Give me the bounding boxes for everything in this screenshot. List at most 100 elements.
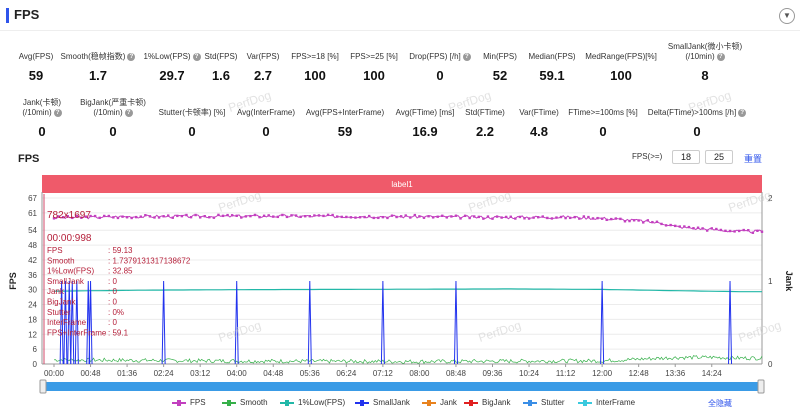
- stat-label: FPS>=25 [%]: [350, 52, 398, 61]
- fps-marker: [582, 215, 586, 218]
- threshold-label: FPS(>=): [632, 152, 663, 161]
- stat-label: Var(FTime): [519, 108, 559, 117]
- label-band: [42, 175, 762, 193]
- y2-tick-label: 2: [768, 194, 773, 203]
- stat-value: 2.7: [253, 68, 273, 83]
- fps-marker: [322, 214, 325, 218]
- stat-stats_row1-11: SmallJank(微小卡顿) (/10min)? 8: [650, 42, 760, 83]
- stat-label: Drop(FPS) [/h]?: [385, 52, 495, 62]
- fps-marker: [413, 213, 417, 217]
- stat-value: 0: [188, 124, 196, 139]
- threshold-input-2[interactable]: 25: [705, 150, 733, 164]
- fps-marker: [605, 218, 608, 222]
- fps-marker: [258, 215, 261, 219]
- fps-marker: [632, 219, 636, 222]
- stat-stats_row1-7: Drop(FPS) [/h]? 0: [385, 52, 495, 83]
- tooltip-key: SmallJank: [47, 277, 85, 286]
- stat-stats_row1-0: Avg(FPS) 59: [0, 52, 91, 83]
- y-tick-label: 12: [28, 330, 37, 339]
- fps-marker: [377, 216, 380, 220]
- legend-item-6[interactable]: Stutter: [523, 398, 565, 407]
- x-tick-label: 08:00: [409, 369, 430, 378]
- legend-swatch: [422, 399, 436, 406]
- legend-item-3[interactable]: SmallJank: [355, 398, 410, 407]
- fps-marker: [148, 215, 152, 218]
- y-tick-label: 0: [33, 360, 38, 369]
- fps-marker: [235, 214, 238, 218]
- help-icon[interactable]: ?: [716, 52, 725, 61]
- legend-item-2[interactable]: 1%Low(FPS): [280, 398, 345, 407]
- help-icon[interactable]: ?: [53, 108, 62, 117]
- watermark-text: PerfDog: [737, 318, 783, 345]
- y-axis-label: FPS: [8, 272, 18, 290]
- fps-marker: [710, 227, 713, 230]
- fps-marker: [253, 213, 257, 217]
- scrollbar-handle-left[interactable]: [39, 379, 47, 394]
- help-icon[interactable]: ?: [738, 108, 747, 117]
- y-tick-label: 61: [28, 209, 37, 218]
- label-band-text: label1: [391, 180, 413, 189]
- help-icon[interactable]: ?: [462, 52, 471, 61]
- stat-label: BigJank(严重卡顿): [80, 98, 146, 107]
- tooltip-value: : 59.1: [108, 328, 129, 337]
- threshold-input-1[interactable]: 18: [672, 150, 700, 164]
- smalljank-spike: [307, 280, 312, 365]
- fps-marker: [198, 216, 202, 219]
- legend-item-0[interactable]: FPS: [172, 398, 206, 407]
- stat-stats_row1-5: FPS>=18 [%] 100: [260, 52, 370, 83]
- x-tick-label: 07:12: [373, 369, 394, 378]
- stat-stats_row2-7: Var(FTime) 4.8: [484, 108, 594, 139]
- fps-marker: [646, 219, 650, 222]
- fps-marker: [386, 216, 389, 220]
- legend-item-4[interactable]: Jank: [422, 398, 457, 407]
- fps-marker: [390, 214, 394, 217]
- help-icon[interactable]: ?: [124, 108, 133, 117]
- fps-marker: [495, 215, 499, 218]
- reset-button[interactable]: 重置: [744, 154, 763, 164]
- fps-marker: [66, 215, 69, 218]
- tooltip-value: : 1.7379131317138672: [108, 256, 191, 265]
- section-title: FPS: [14, 7, 40, 22]
- fps-marker: [756, 229, 759, 232]
- legend-item-7[interactable]: InterFrame: [578, 398, 635, 407]
- stat-label: SmallJank(微小卡顿): [667, 42, 743, 51]
- y-tick-label: 18: [28, 315, 37, 324]
- tooltip-value: : 0: [108, 287, 117, 296]
- stat-value: 0: [693, 124, 701, 139]
- fps-marker: [130, 216, 133, 220]
- fps-marker: [157, 216, 161, 219]
- smalljank-spike: [600, 280, 605, 365]
- fps-marker: [336, 215, 339, 218]
- smalljank-spike: [380, 280, 385, 365]
- tooltip-key: FPS: [47, 246, 63, 255]
- fps-marker: [71, 216, 74, 220]
- fps-marker: [226, 213, 229, 217]
- fps-marker: [747, 229, 750, 232]
- x-tick-label: 03:12: [190, 369, 211, 378]
- fps-marker: [664, 224, 668, 227]
- stat-label: Var(FPS): [246, 52, 280, 61]
- fps-marker: [308, 215, 311, 218]
- legend-item-1[interactable]: Smooth: [222, 398, 268, 407]
- legend-item-5[interactable]: BigJank: [464, 398, 510, 407]
- stat-stats_row2-6: Std(FTime) 2.2: [430, 108, 540, 139]
- fps-marker: [166, 214, 170, 217]
- toggle-all-legend-button[interactable]: 全隐藏: [708, 399, 732, 408]
- fps-marker: [760, 230, 764, 233]
- help-icon[interactable]: ?: [127, 52, 136, 61]
- fps-marker: [628, 219, 631, 223]
- legend-swatch: [280, 399, 294, 406]
- smalljank-spike: [234, 280, 239, 365]
- fps-marker: [728, 229, 732, 233]
- fps-marker: [294, 214, 298, 217]
- stat-label: Std(FTime): [465, 108, 505, 117]
- scrollbar-handle-right[interactable]: [757, 379, 765, 394]
- stat-stats_row2-5: Avg(FTime) [ms] 16.9: [370, 108, 480, 139]
- stat-label: Avg(FPS+InterFrame): [305, 108, 385, 117]
- accent-bar: [6, 8, 9, 23]
- fps-marker: [144, 214, 147, 217]
- help-icon[interactable]: ?: [192, 52, 201, 61]
- tooltip-key: InterFrame: [47, 318, 87, 327]
- collapse-chevron-icon[interactable]: ▼: [779, 8, 795, 24]
